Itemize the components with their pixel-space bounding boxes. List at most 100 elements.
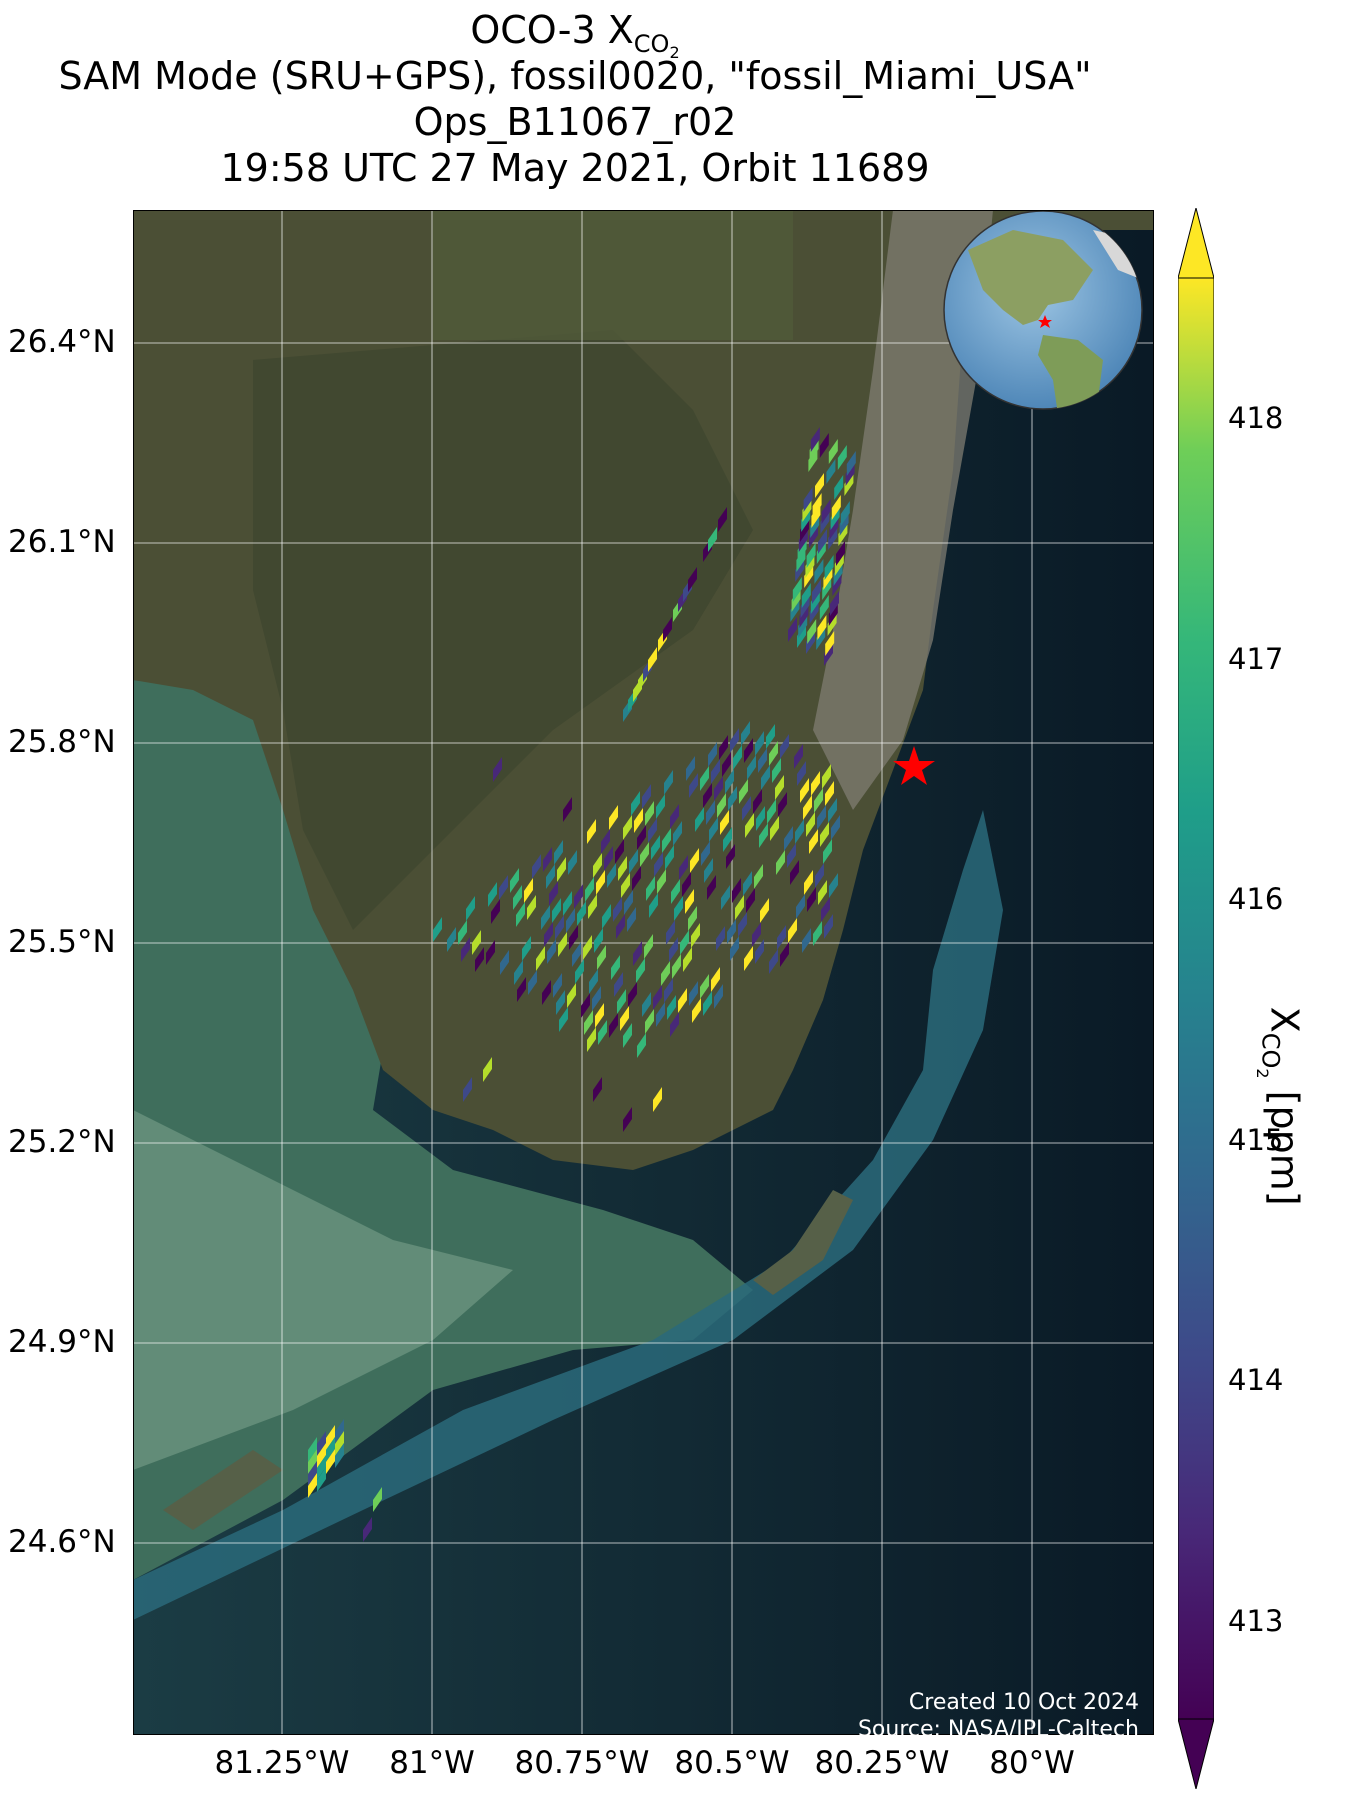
sounding-cell — [644, 934, 653, 959]
lat-tick-label: 25.5°N — [8, 924, 116, 960]
sounding-cell — [510, 868, 519, 893]
sounding-cell — [686, 756, 695, 781]
target-star-marker — [893, 746, 935, 785]
sounding-cell — [777, 925, 786, 950]
sounding-cell — [335, 1431, 344, 1456]
sounding-cell — [738, 912, 747, 937]
title-subsub: 2 — [669, 42, 680, 62]
sounding-cell — [308, 1461, 317, 1486]
sounding-cell — [662, 828, 671, 853]
colorbar-tick-label: 418 — [1228, 401, 1284, 435]
sounding-cell — [363, 1517, 372, 1542]
sounding-cell — [741, 721, 750, 746]
sounding-cell — [645, 801, 654, 826]
sounding-cell — [806, 543, 816, 568]
keys-island — [163, 1450, 283, 1530]
sounding-cell — [633, 941, 642, 966]
plot-title-line2: SAM Mode (SRU+GPS), fossil0020, "fossil_… — [58, 54, 1092, 98]
sounding-cell — [804, 870, 813, 895]
sounding-cell — [821, 897, 830, 922]
sounding-cell — [772, 758, 781, 783]
sounding-cell — [669, 937, 678, 962]
sounding-cell — [645, 1009, 654, 1034]
sounding-cell — [568, 850, 577, 875]
sounding-cell — [700, 766, 709, 791]
sounding-cell — [711, 967, 720, 992]
sounding-cell — [335, 1443, 344, 1468]
sounding-cell — [483, 1057, 492, 1082]
sounding-cell — [689, 981, 698, 1006]
sounding-cell — [678, 988, 687, 1013]
sounding-cell — [755, 939, 764, 964]
colorbar — [1178, 208, 1214, 1789]
sounding-cell — [649, 893, 658, 918]
sounding-cell — [623, 815, 632, 840]
sounding-cell — [637, 1033, 646, 1058]
sounding-cell — [728, 786, 737, 811]
sounding-cell — [800, 778, 809, 803]
sounding-cell — [706, 800, 715, 825]
sounding-cell — [620, 1006, 629, 1031]
colorbar-label-unit: [ppm] — [1262, 1078, 1307, 1206]
sounding-cell — [667, 995, 676, 1020]
sounding-cell — [624, 890, 633, 915]
sounding-cell — [822, 764, 831, 789]
sounding-cell — [335, 1419, 344, 1444]
sounding-cell — [823, 839, 832, 864]
sounding-cell — [672, 954, 681, 979]
everglades — [253, 330, 753, 930]
sounding-cell — [654, 852, 663, 877]
sounding-cell — [739, 779, 748, 804]
sounding-cell — [569, 925, 578, 950]
sounding-cell — [317, 1431, 326, 1456]
sounding-cell — [472, 930, 481, 955]
sounding-cell — [769, 949, 778, 974]
sounding-cell — [674, 896, 683, 921]
sounding-cell — [653, 1087, 662, 1112]
sounding-cell — [714, 984, 723, 1009]
plot-title-line3: Ops_B11067_r02 — [413, 100, 737, 144]
sounding-cell — [536, 946, 545, 971]
sounding-cell — [688, 567, 697, 592]
sounding-cell — [828, 798, 837, 823]
sounding-cell — [754, 864, 763, 889]
sounding-cell — [831, 815, 840, 840]
sounding-cell — [819, 433, 829, 458]
sounding-cell — [514, 960, 523, 985]
sounding-cell — [671, 879, 680, 904]
sounding-cell — [760, 898, 769, 923]
sounding-cell — [584, 1010, 593, 1035]
sounding-cell — [700, 974, 709, 999]
sounding-cell — [682, 872, 691, 897]
sounding-cell — [593, 1077, 602, 1102]
sounding-cell — [703, 991, 712, 1016]
sounding-cell — [840, 501, 850, 526]
sounding-cell — [815, 473, 824, 498]
sounding-cell — [433, 917, 442, 942]
sounding-cell — [709, 817, 718, 842]
sounding-cell — [689, 773, 698, 798]
sounding-cell — [784, 826, 793, 851]
sounding-cell — [542, 980, 551, 1005]
sounding-cell — [632, 866, 641, 891]
sounding-cell — [759, 823, 768, 848]
sounding-cell — [613, 897, 622, 922]
sounding-cell — [767, 799, 776, 824]
sounding-cell — [815, 863, 824, 888]
sounding-cell — [756, 806, 765, 831]
xco2-soundings — [308, 427, 856, 1542]
lat-tick-label: 24.9°N — [8, 1324, 116, 1360]
sounding-cell — [651, 835, 660, 860]
sounding-cell — [601, 829, 610, 854]
sounding-cell — [790, 860, 799, 885]
sounding-cell — [701, 841, 710, 866]
sounding-cell — [714, 776, 723, 801]
sounding-cell — [746, 888, 755, 913]
sounding-cell — [726, 844, 735, 869]
sounding-cell — [373, 1487, 382, 1512]
sounding-cell — [637, 825, 646, 850]
sounding-cell — [723, 827, 732, 852]
sounding-cell — [572, 942, 581, 967]
sounding-cell — [663, 617, 672, 642]
sounding-cell — [665, 845, 674, 870]
